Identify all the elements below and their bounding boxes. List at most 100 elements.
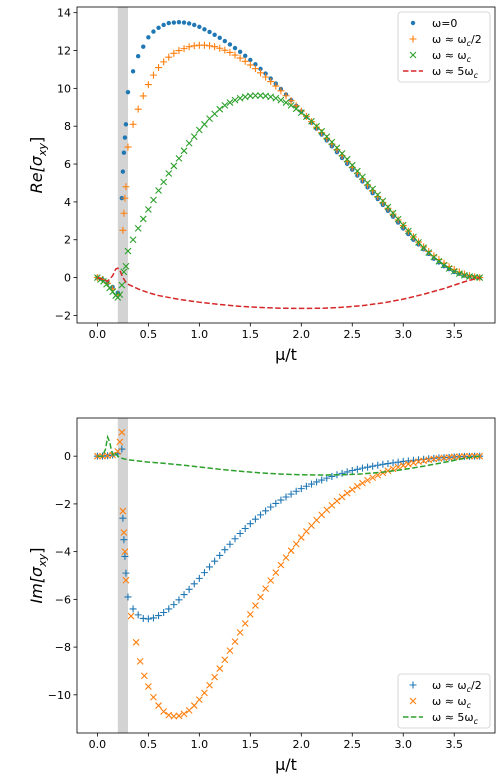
data-point xyxy=(123,122,129,127)
data-point xyxy=(211,557,219,565)
data-point xyxy=(181,20,187,25)
data-point xyxy=(287,490,295,498)
series-line xyxy=(97,267,480,310)
y-tick-label: 0 xyxy=(64,450,71,463)
legend-box xyxy=(397,11,491,83)
data-point xyxy=(134,611,142,619)
data-point xyxy=(379,460,387,468)
data-point xyxy=(246,520,254,528)
data-point xyxy=(237,49,243,55)
data-point xyxy=(297,485,305,493)
data-point xyxy=(246,61,254,69)
data-point xyxy=(384,204,392,212)
data-point xyxy=(200,41,208,49)
data-point xyxy=(221,656,229,664)
data-point xyxy=(420,244,428,252)
data-point xyxy=(253,62,258,67)
data-point xyxy=(262,92,269,100)
chart-1: 0.0 0.5 1.0 1.5 2.0 2.5 3.0 3.5 −2 0 2 4 6 8 10 12 14 μ/t… xyxy=(27,6,496,364)
x-tick-label: 0.5 xyxy=(140,738,158,751)
data-point xyxy=(211,43,219,51)
data-point xyxy=(338,493,346,501)
data-point xyxy=(202,27,207,32)
data-point xyxy=(318,476,326,484)
data-point xyxy=(119,226,127,234)
data-point xyxy=(313,516,320,524)
data-point xyxy=(445,265,453,272)
data-point xyxy=(308,522,315,530)
data-point xyxy=(248,57,253,63)
data-point xyxy=(404,460,412,468)
data-point xyxy=(318,129,326,137)
legend-marker xyxy=(409,697,417,705)
data-point xyxy=(190,42,198,50)
legend-label: ω ≈ 5ωc xyxy=(432,711,479,726)
data-point xyxy=(257,69,265,77)
data-point xyxy=(231,535,239,543)
data-point xyxy=(94,274,101,281)
data-point xyxy=(440,261,448,269)
data-point xyxy=(120,209,128,217)
series-3 xyxy=(94,92,484,301)
data-point xyxy=(170,601,178,609)
data-point xyxy=(328,501,336,509)
x-tick-label: 0.0 xyxy=(89,738,107,751)
y-tick-label: 8 xyxy=(64,120,71,133)
x-tick-label: 2.0 xyxy=(293,328,311,341)
data-point xyxy=(212,32,217,38)
x-tick-label: 3.5 xyxy=(445,328,463,341)
data-point xyxy=(318,511,326,519)
data-point xyxy=(160,178,168,186)
data-point xyxy=(262,73,270,81)
data-point xyxy=(313,122,320,130)
data-point xyxy=(399,221,407,229)
data-point xyxy=(120,169,126,174)
x-tick-label: 2.0 xyxy=(293,738,311,751)
data-point xyxy=(155,702,162,709)
data-point xyxy=(338,469,346,477)
data-point xyxy=(282,99,290,106)
legend-marker xyxy=(409,51,417,59)
data-point xyxy=(410,459,417,467)
data-point xyxy=(134,105,142,113)
data-point xyxy=(124,143,132,151)
data-point xyxy=(160,608,168,616)
data-point xyxy=(150,693,157,701)
data-point xyxy=(450,267,458,275)
data-point xyxy=(348,161,356,169)
data-point xyxy=(121,194,129,202)
data-point xyxy=(338,150,346,157)
data-point xyxy=(287,547,295,555)
data-point xyxy=(292,540,300,548)
legend-label: ω ≈ ωc xyxy=(432,695,472,710)
data-point xyxy=(435,257,443,265)
data-point xyxy=(277,96,285,104)
y-tick-label: 0 xyxy=(64,272,71,285)
data-point xyxy=(121,548,129,556)
y-tick-label: 12 xyxy=(57,45,71,58)
data-point xyxy=(297,109,305,116)
data-point xyxy=(221,546,229,554)
data-point xyxy=(195,574,203,582)
data-point xyxy=(201,120,208,128)
data-point xyxy=(303,527,310,535)
data-point xyxy=(461,271,468,279)
data-point xyxy=(122,183,130,191)
y-axis-label: Re[σxy] xyxy=(27,137,49,194)
data-point xyxy=(166,20,171,26)
data-point xyxy=(353,465,361,473)
data-point xyxy=(227,42,233,47)
data-layer xyxy=(93,428,484,720)
data-point xyxy=(282,554,290,561)
data-point xyxy=(369,474,377,482)
data-point xyxy=(359,173,366,181)
data-point xyxy=(140,672,148,680)
data-point xyxy=(251,515,259,523)
data-point xyxy=(241,620,249,627)
y-tick-label: −2 xyxy=(55,498,71,511)
data-point xyxy=(118,428,126,436)
data-point xyxy=(231,51,239,59)
data-point xyxy=(226,540,234,548)
data-point xyxy=(394,215,402,223)
data-point xyxy=(161,22,166,28)
